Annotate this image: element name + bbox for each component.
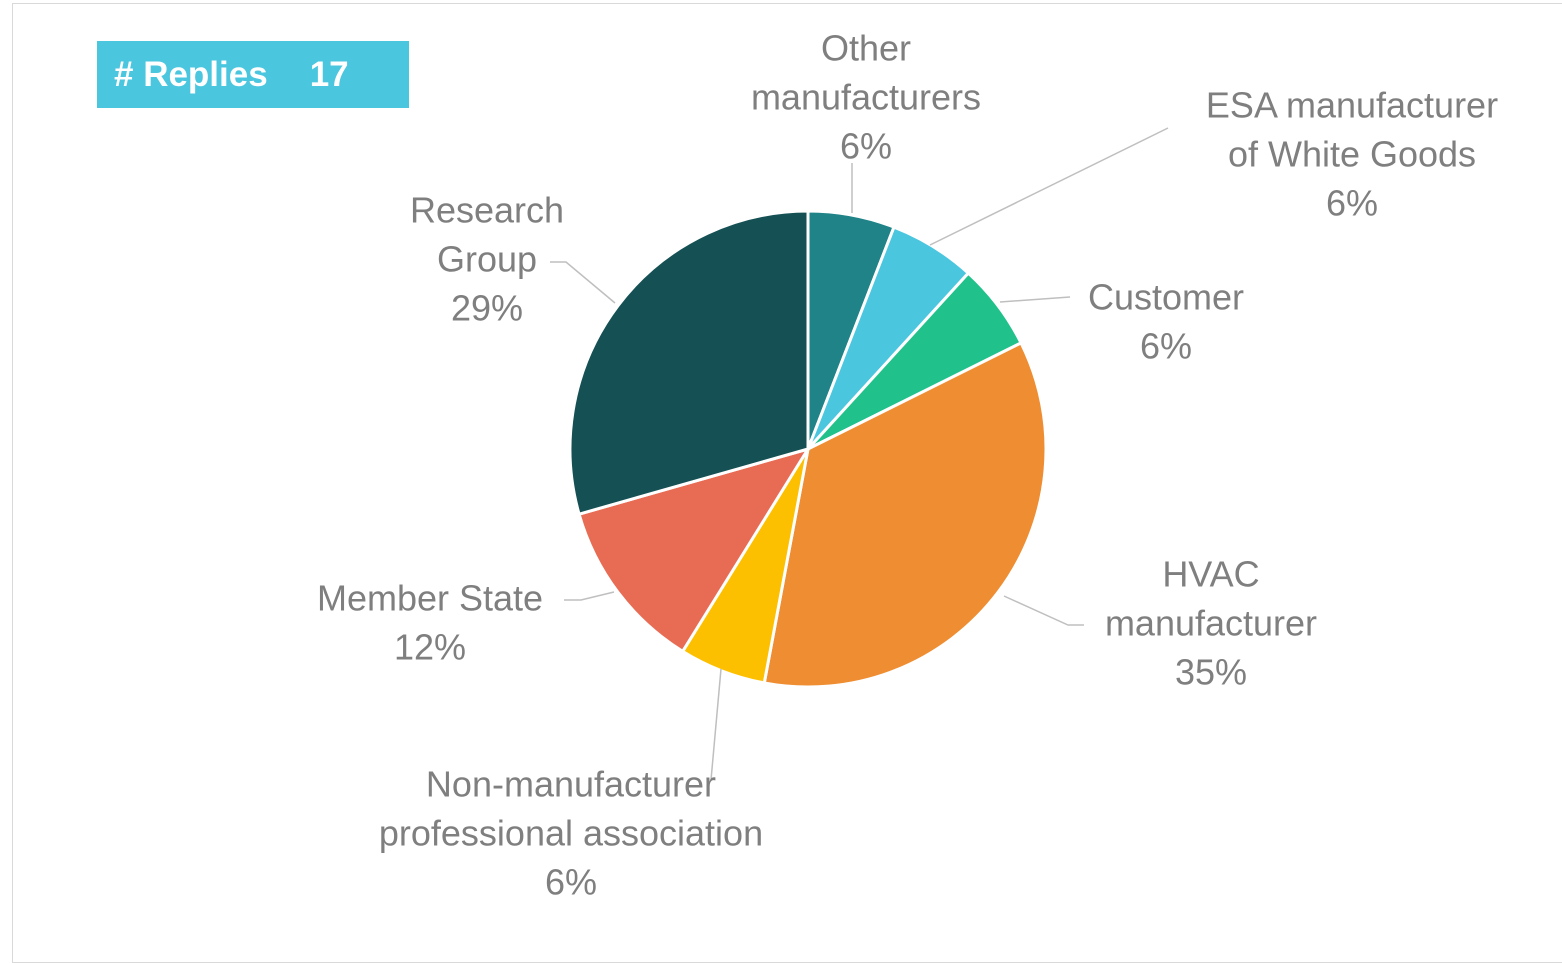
leader-line xyxy=(710,668,722,781)
replies-badge-count: 17 xyxy=(309,54,349,94)
data-label-research-group: Research Group 29% xyxy=(410,190,564,329)
data-label-member-state: Member State 12% xyxy=(317,578,543,668)
data-label-line: Non-manufacturer xyxy=(426,764,716,805)
data-label-line: Group xyxy=(437,239,537,280)
data-label-line: Customer xyxy=(1088,277,1244,318)
data-labels: Other manufacturers 6% ESA manufacturer of W… xyxy=(317,28,1498,903)
data-label-line: of White Goods xyxy=(1228,134,1476,175)
data-label-line: manufacturer xyxy=(1105,603,1317,644)
data-label-percent: 29% xyxy=(451,288,523,329)
data-label-line: professional association xyxy=(379,813,763,854)
data-label-percent: 6% xyxy=(1140,326,1192,367)
leader-line xyxy=(929,127,1169,246)
data-label-line: ESA manufacturer xyxy=(1206,85,1498,126)
data-label-non-manufacturer-professional-association: Non-manufacturer professional association… xyxy=(379,764,763,903)
pie-slice-research-group xyxy=(568,209,810,516)
leader-line xyxy=(564,591,615,601)
leader-lines xyxy=(550,127,1169,781)
leader-line xyxy=(999,296,1071,303)
data-label-customer: Customer 6% xyxy=(1088,277,1244,367)
data-label-percent: 6% xyxy=(840,126,892,167)
data-label-line: Member State xyxy=(317,578,543,619)
pie-slice-hvac-manufacturer xyxy=(762,340,1048,689)
data-label-line: Research xyxy=(410,190,564,231)
data-label-line: manufacturers xyxy=(751,77,981,118)
pie-slices xyxy=(568,209,1048,689)
replies-badge: # Replies 17 xyxy=(97,41,409,108)
replies-badge-title: # Replies xyxy=(114,54,268,94)
data-label-percent: 12% xyxy=(394,627,466,668)
pie-slice-member-state xyxy=(577,446,812,654)
data-label-hvac-manufacturer: HVAC manufacturer 35% xyxy=(1105,554,1317,693)
data-label-line: HVAC xyxy=(1162,554,1259,595)
data-label-percent: 6% xyxy=(545,862,597,903)
data-label-percent: 35% xyxy=(1175,652,1247,693)
leader-line xyxy=(1003,595,1084,626)
data-label-line: Other xyxy=(821,28,911,69)
data-label-esa-manufacturer-of-white-goods: ESA manufacturer of White Goods 6% xyxy=(1206,85,1498,224)
data-label-percent: 6% xyxy=(1326,183,1378,224)
leader-line xyxy=(550,261,616,304)
data-label-other-manufacturers: Other manufacturers 6% xyxy=(751,28,981,167)
